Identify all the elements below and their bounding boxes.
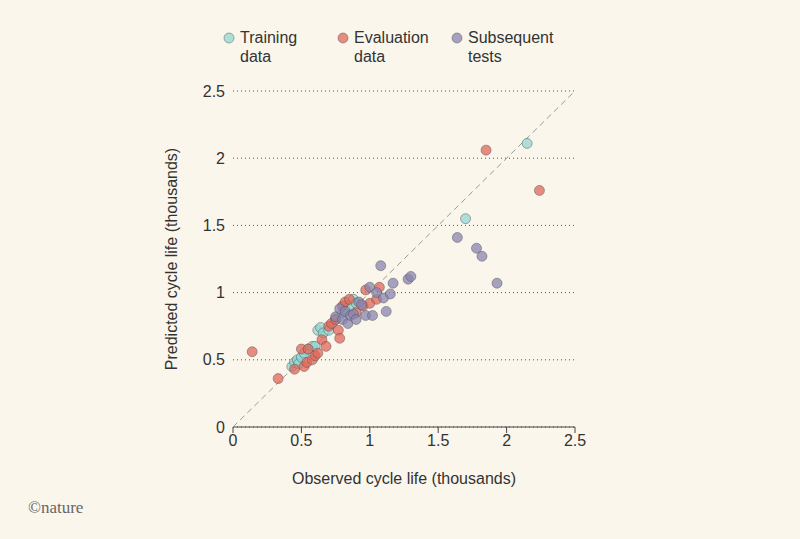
svg-text:2.5: 2.5 bbox=[564, 432, 586, 449]
svg-text:2.5: 2.5 bbox=[203, 83, 225, 100]
svg-text:1.5: 1.5 bbox=[203, 217, 225, 234]
html-text:Predicted cycle life (thousand: Predicted cycle life (thousands) bbox=[163, 147, 180, 371]
html-text:Observed cycle life (thousands: Observed cycle life (thousands) bbox=[291, 470, 516, 487]
svg-text:0: 0 bbox=[229, 432, 238, 449]
svg-text:0.5: 0.5 bbox=[290, 432, 312, 449]
svg-text:1: 1 bbox=[365, 432, 374, 449]
svg-text:0: 0 bbox=[216, 419, 225, 436]
svg-text:1.5: 1.5 bbox=[427, 432, 449, 449]
html-text:Training data: Training data bbox=[240, 29, 298, 65]
svg-text:2: 2 bbox=[502, 432, 511, 449]
html-text:Subsequent tests: Subsequent tests bbox=[468, 29, 554, 65]
svg-text:1: 1 bbox=[216, 284, 225, 301]
svg-text:2: 2 bbox=[216, 150, 225, 167]
svg-text:0.5: 0.5 bbox=[203, 351, 225, 368]
html-text:©nature: ©nature bbox=[28, 498, 84, 517]
html-text:Evaluation data: Evaluation data bbox=[354, 29, 429, 65]
